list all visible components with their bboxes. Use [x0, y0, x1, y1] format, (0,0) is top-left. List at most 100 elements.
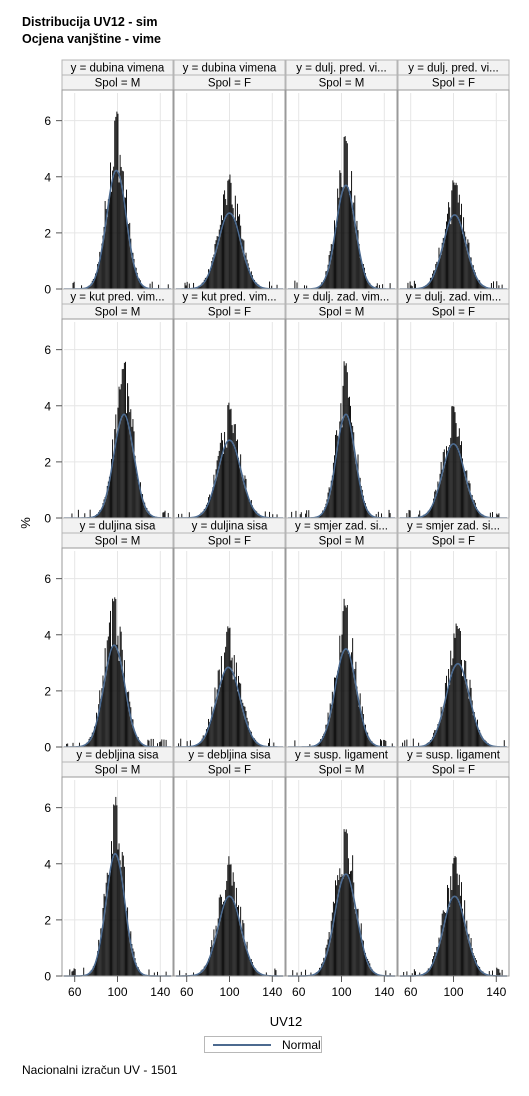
- histogram-bar: [424, 286, 426, 289]
- histogram-bar: [473, 500, 475, 518]
- panel-header-sex-label: Spol = F: [208, 78, 251, 90]
- histogram-bar: [339, 635, 341, 747]
- histogram-bar: [215, 469, 217, 518]
- histogram-bar: [352, 638, 354, 747]
- histogram-bar: [360, 711, 362, 747]
- histogram-bar: [276, 284, 278, 289]
- histogram-bar: [479, 730, 481, 747]
- histogram-bar: [372, 743, 374, 747]
- histogram-bar: [370, 740, 372, 747]
- histogram-bar: [106, 872, 108, 976]
- histogram-bar: [489, 512, 491, 518]
- panel-header-sex-label: Spol = F: [208, 765, 251, 777]
- histogram-bar: [99, 690, 101, 747]
- histogram-bar: [337, 188, 339, 289]
- histogram-bar: [465, 471, 467, 518]
- histogram-bar: [209, 957, 211, 976]
- histogram-bar: [442, 237, 444, 289]
- panel-header-sex-label: Spol = F: [208, 536, 251, 548]
- histogram-bar: [256, 282, 258, 289]
- histogram-bar: [348, 654, 350, 747]
- histogram-bar: [316, 972, 318, 976]
- histogram-bar: [257, 971, 259, 976]
- histogram-bar: [115, 796, 117, 976]
- panel-header-sex-label: Spol = M: [319, 78, 365, 90]
- histogram-bar: [141, 283, 142, 289]
- histogram-bar: [310, 972, 312, 976]
- histogram-bar: [246, 941, 248, 976]
- histogram-bar: [320, 285, 322, 289]
- histogram-bar: [254, 738, 256, 747]
- histogram-bar: [217, 918, 219, 976]
- histogram-bar: [462, 233, 463, 289]
- histogram-bar: [369, 282, 371, 289]
- histogram-bar: [456, 436, 458, 518]
- histogram-bar: [359, 693, 361, 747]
- histogram-bar: [118, 182, 120, 289]
- histogram-bar: [243, 923, 245, 976]
- histogram-bar: [245, 478, 247, 518]
- histogram-bar: [480, 970, 482, 976]
- histogram-bar: [458, 194, 460, 289]
- histogram-bar: [107, 199, 109, 289]
- histogram-bar: [354, 668, 356, 747]
- histogram-bar: [99, 943, 101, 976]
- histogram-bar: [474, 272, 476, 289]
- histogram-bar: [227, 864, 229, 976]
- histogram-bar: [332, 241, 334, 289]
- histogram-bar: [212, 714, 214, 747]
- normal-curve: [176, 895, 283, 977]
- histogram-bar: [269, 738, 271, 747]
- histogram-bar: [127, 383, 129, 518]
- histogram-bar: [136, 272, 138, 289]
- histogram-bar: [249, 730, 251, 747]
- histogram-bar: [96, 273, 98, 289]
- panel-header-sex-label: Spol = M: [319, 536, 365, 548]
- histogram-bar: [103, 893, 105, 976]
- histogram-bar: [484, 973, 486, 976]
- histogram-bar: [456, 873, 458, 976]
- histogram-bar: [143, 285, 145, 289]
- histogram-bar: [472, 265, 474, 289]
- histogram-bar: [256, 971, 258, 976]
- histogram-bar: [450, 437, 452, 518]
- histogram-bar: [120, 384, 122, 518]
- histogram-bar: [306, 510, 308, 518]
- histogram-bar: [452, 406, 454, 518]
- histogram-bar: [428, 742, 430, 747]
- histogram-bar: [126, 694, 127, 747]
- histogram-bar: [247, 954, 249, 976]
- histogram-bar: [186, 281, 188, 289]
- histogram-bar: [457, 628, 459, 747]
- histogram-bar: [353, 432, 355, 518]
- histogram-bar: [66, 743, 68, 747]
- histogram-bar: [465, 927, 467, 976]
- histogram-bar: [488, 744, 490, 747]
- histogram-bar: [342, 385, 344, 518]
- histogram-bar: [347, 187, 349, 289]
- histogram-bar: [214, 938, 216, 976]
- histogram-bar: [231, 204, 233, 289]
- histogram-bar: [248, 267, 250, 289]
- histogram-bar: [71, 513, 73, 518]
- histogram-bar: [444, 462, 446, 518]
- histogram-bar: [229, 409, 231, 518]
- histogram-bar: [92, 966, 94, 976]
- histogram-bar: [326, 270, 328, 289]
- histogram-bar: [179, 970, 181, 976]
- histogram-bar: [165, 739, 167, 747]
- histogram-bar: [365, 273, 366, 289]
- histogram-bar: [116, 438, 118, 518]
- histogram-bar: [447, 450, 448, 518]
- histogram-bar: [351, 422, 353, 518]
- histogram-bar: [477, 278, 478, 289]
- histogram-bar: [238, 216, 239, 289]
- histogram-bar: [497, 514, 499, 518]
- histogram-bar: [115, 414, 117, 518]
- histogram-bar: [200, 970, 202, 976]
- histogram-bar: [247, 497, 249, 518]
- histogram-bar: [157, 743, 159, 747]
- histogram-bar: [337, 670, 339, 747]
- histogram-bar: [243, 240, 245, 289]
- histogram-bar: [199, 285, 201, 289]
